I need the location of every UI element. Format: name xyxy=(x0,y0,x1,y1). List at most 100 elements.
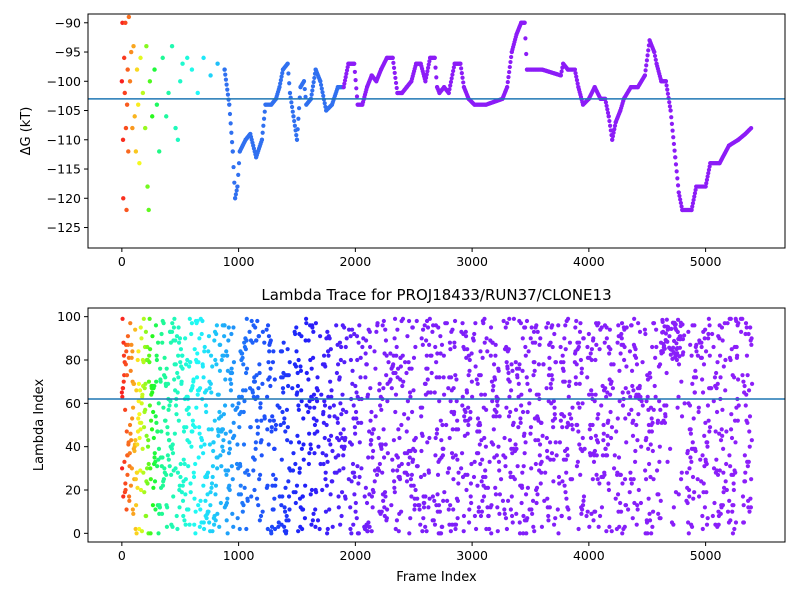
lambda-point xyxy=(271,472,276,477)
lambda-point xyxy=(429,353,434,358)
lambda-point xyxy=(164,366,169,371)
lambda-point xyxy=(279,503,284,508)
lambda-point xyxy=(453,453,458,458)
lambda-point xyxy=(441,446,446,451)
lambda-point xyxy=(712,500,717,506)
delta-g-trace-point xyxy=(653,57,658,62)
lambda-point xyxy=(497,414,502,419)
lambda-point xyxy=(390,468,396,473)
lambda-point xyxy=(335,362,341,367)
lambda-point xyxy=(130,349,135,354)
lambda-point xyxy=(560,425,565,430)
lambda-point xyxy=(748,325,753,330)
lambda-point xyxy=(718,438,724,443)
lambda-point xyxy=(239,394,244,399)
lambda-point xyxy=(500,498,506,503)
lambda-point xyxy=(174,412,179,417)
lambda-point xyxy=(425,377,430,382)
lambda-point xyxy=(521,513,526,519)
delta-g-point xyxy=(145,184,150,189)
lambda-point xyxy=(321,353,327,358)
lambda-point xyxy=(178,347,184,352)
lambda-point xyxy=(273,427,278,432)
lambda-point xyxy=(527,388,533,393)
lambda-point xyxy=(547,366,552,371)
lambda-point xyxy=(122,459,127,464)
lambda-point xyxy=(618,472,623,477)
lambda-point xyxy=(432,522,438,527)
lambda-point xyxy=(208,503,213,508)
lambda-point xyxy=(600,453,605,458)
lambda-point xyxy=(742,453,747,458)
lambda-point xyxy=(279,349,285,354)
lambda-x-tick-label: 3000 xyxy=(456,548,488,563)
lambda-point xyxy=(356,481,361,486)
lambda-point xyxy=(455,418,460,423)
lambda-point xyxy=(624,325,629,330)
lambda-point xyxy=(300,494,305,499)
lambda-point xyxy=(299,446,304,451)
lambda-point xyxy=(601,438,606,443)
lambda-point xyxy=(205,492,210,497)
lambda-point xyxy=(230,477,235,482)
delta-g-y-tick-label: −110 xyxy=(47,132,81,147)
lambda-point xyxy=(354,416,359,421)
lambda-point xyxy=(711,344,716,350)
lambda-point xyxy=(364,338,369,343)
lambda-point xyxy=(599,403,604,408)
lambda-point xyxy=(635,503,640,508)
lambda-point xyxy=(466,405,471,410)
lambda-point xyxy=(166,457,171,462)
lambda-point xyxy=(235,516,240,521)
lambda-point xyxy=(144,466,150,471)
lambda-point xyxy=(474,377,479,382)
lambda-point xyxy=(728,518,733,523)
lambda-point xyxy=(358,355,363,360)
lambda-point xyxy=(445,498,450,503)
lambda-point xyxy=(696,494,702,499)
lambda-point xyxy=(460,394,465,399)
lambda-point xyxy=(198,444,204,449)
lambda-point xyxy=(552,416,558,421)
lambda-point xyxy=(650,448,655,454)
lambda-point xyxy=(306,461,311,467)
lambda-point xyxy=(211,448,216,454)
lambda-point xyxy=(334,323,339,328)
lambda-point xyxy=(133,438,138,443)
lambda-point xyxy=(366,520,371,525)
lambda-point xyxy=(719,325,725,330)
delta-g-point xyxy=(164,114,169,119)
lambda-point xyxy=(615,492,621,497)
lambda-point xyxy=(191,474,197,480)
lambda-point xyxy=(272,526,278,532)
lambda-point xyxy=(124,429,129,434)
lambda-point xyxy=(125,334,131,339)
lambda-point xyxy=(341,427,346,432)
lambda-point xyxy=(419,414,424,419)
lambda-point xyxy=(297,470,302,475)
delta-g-trace-point xyxy=(232,180,237,185)
lambda-point xyxy=(131,381,137,386)
lambda-point xyxy=(265,427,270,432)
lambda-point xyxy=(703,349,709,354)
lambda-point xyxy=(437,509,442,514)
lambda-point xyxy=(354,390,359,395)
delta-g-point xyxy=(137,160,142,166)
delta-g-point xyxy=(180,61,185,66)
lambda-point xyxy=(512,477,517,482)
delta-g-point xyxy=(126,14,132,20)
lambda-point xyxy=(379,442,385,447)
lambda-point xyxy=(246,472,251,477)
lambda-point xyxy=(411,355,417,360)
lambda-point xyxy=(748,505,754,510)
lambda-point xyxy=(340,407,346,412)
lambda-point xyxy=(228,429,233,434)
lambda-point xyxy=(460,403,465,408)
delta-g-trace-point xyxy=(668,108,673,113)
lambda-point xyxy=(618,500,623,506)
lambda-point xyxy=(717,468,722,473)
lambda-point xyxy=(296,407,301,412)
delta-g-trace-point xyxy=(321,93,326,98)
lambda-point xyxy=(377,381,382,386)
lambda-point xyxy=(147,403,152,408)
